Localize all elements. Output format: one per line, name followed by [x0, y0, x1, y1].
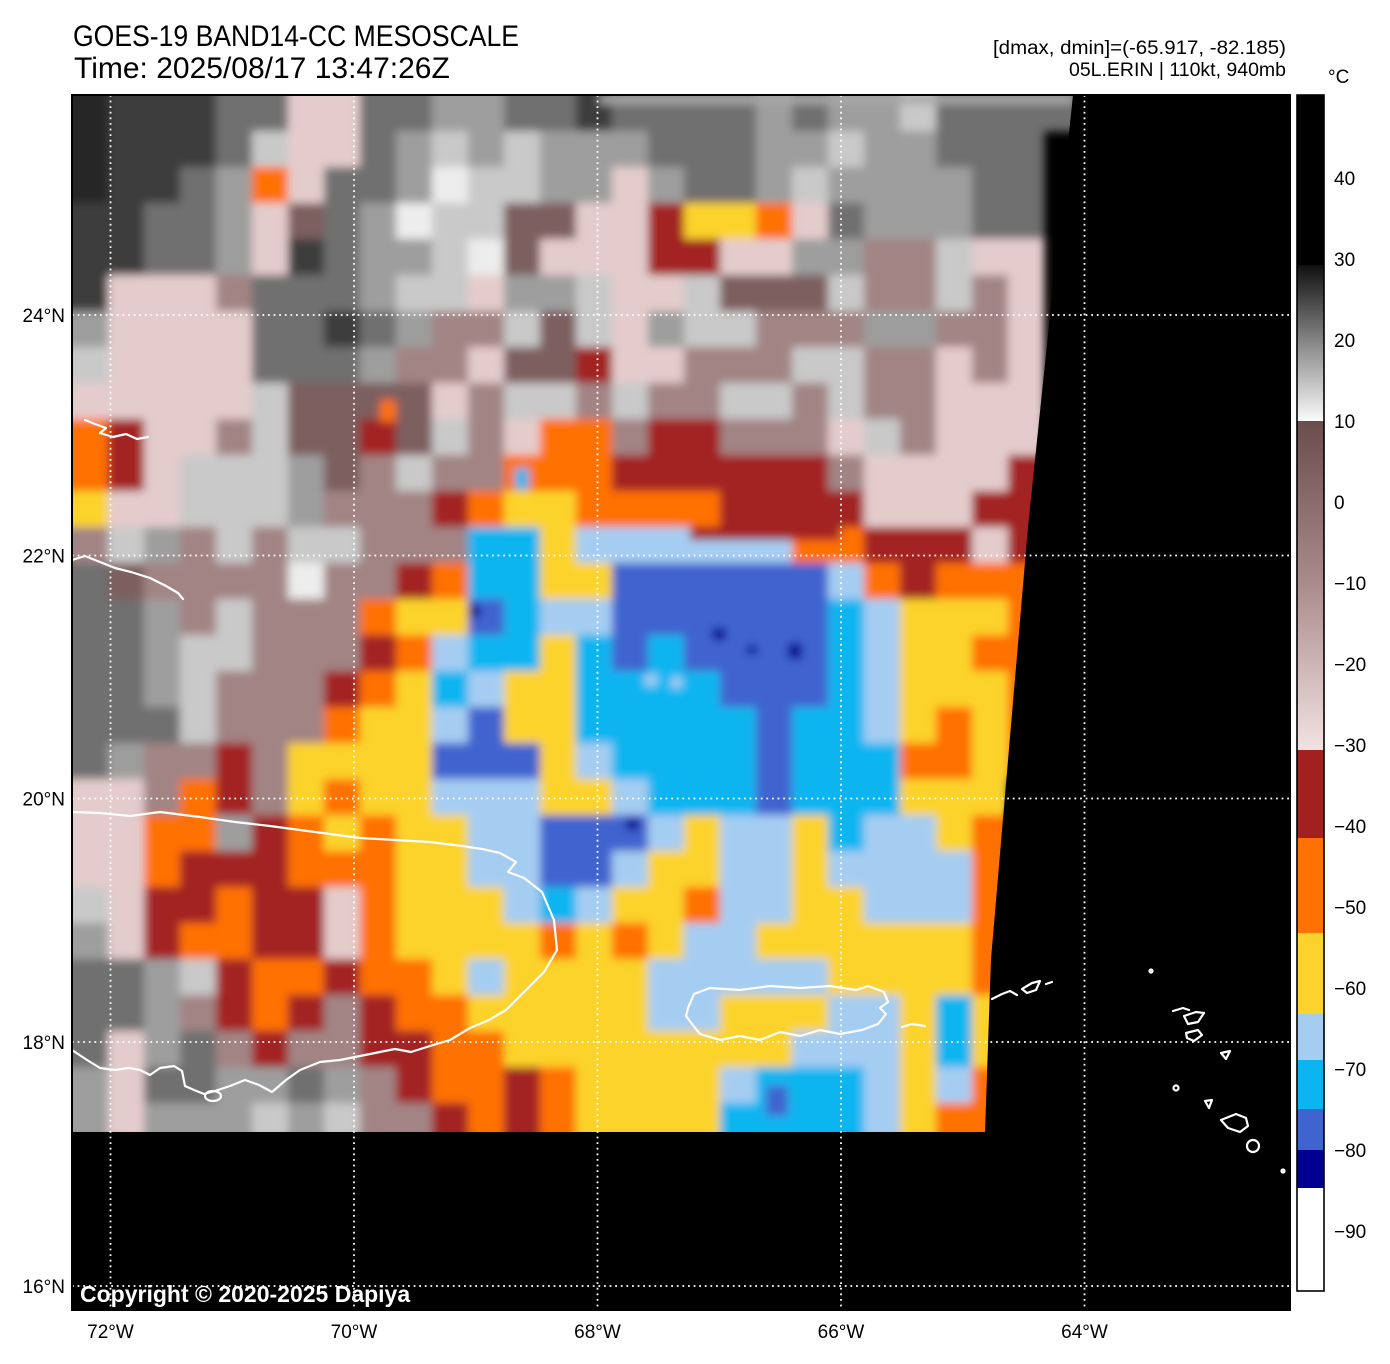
svg-text:68°W: 68°W	[574, 1322, 621, 1343]
svg-text:20°N: 20°N	[23, 790, 65, 811]
svg-text:22°N: 22°N	[23, 547, 65, 568]
svg-text:GOES-19 BAND14-CC MESOSCALE: GOES-19 BAND14-CC MESOSCALE	[73, 20, 519, 53]
svg-text:Time: 2025/08/17 13:47:26Z: Time: 2025/08/17 13:47:26Z	[74, 52, 450, 85]
svg-text:05L.ERIN | 110kt, 940mb: 05L.ERIN | 110kt, 940mb	[1069, 60, 1286, 81]
svg-text:[dmax, dmin]=(-65.917, -82.185: [dmax, dmin]=(-65.917, -82.185)	[993, 38, 1286, 59]
svg-text:°C: °C	[1328, 67, 1349, 88]
svg-text:40: 40	[1334, 169, 1355, 190]
svg-text:70°W: 70°W	[331, 1322, 378, 1343]
svg-text:30: 30	[1334, 250, 1355, 271]
svg-text:−60: −60	[1334, 979, 1366, 1000]
svg-text:Copyright © 2020-2025 Dapiya: Copyright © 2020-2025 Dapiya	[80, 1281, 410, 1307]
svg-text:−10: −10	[1334, 574, 1366, 595]
svg-text:−70: −70	[1334, 1060, 1366, 1081]
svg-text:16°N: 16°N	[23, 1277, 65, 1298]
svg-text:64°W: 64°W	[1061, 1322, 1108, 1343]
svg-text:24°N: 24°N	[23, 306, 65, 327]
svg-text:−30: −30	[1334, 736, 1366, 757]
svg-text:66°W: 66°W	[818, 1322, 865, 1343]
svg-text:72°W: 72°W	[87, 1322, 134, 1343]
svg-text:18°N: 18°N	[23, 1033, 65, 1054]
svg-text:−40: −40	[1334, 817, 1366, 838]
svg-text:−50: −50	[1334, 898, 1366, 919]
svg-text:10: 10	[1334, 412, 1355, 433]
svg-text:−80: −80	[1334, 1141, 1366, 1162]
svg-text:20: 20	[1334, 331, 1355, 352]
svg-text:0: 0	[1334, 493, 1345, 514]
svg-text:−90: −90	[1334, 1222, 1366, 1243]
svg-text:−20: −20	[1334, 655, 1366, 676]
